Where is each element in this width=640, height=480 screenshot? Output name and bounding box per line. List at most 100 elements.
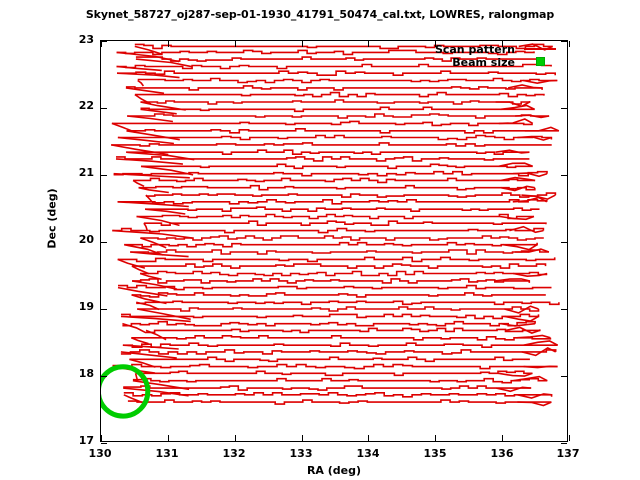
xtick-label-131: 131 xyxy=(155,447,179,460)
y-axis-tick xyxy=(561,175,567,176)
x-axis-tick xyxy=(368,41,370,47)
y-axis-title: Dec (deg) xyxy=(45,188,59,249)
x-axis-tick xyxy=(234,435,236,441)
scan-turnaround xyxy=(507,84,543,89)
scan-turnaround xyxy=(145,208,186,215)
scan-turnaround xyxy=(498,372,533,377)
scan-turnaround xyxy=(136,301,160,311)
ytick-label-19: 19 xyxy=(78,300,94,313)
scan-turnaround xyxy=(138,186,169,194)
scan-row xyxy=(111,120,533,127)
scan-row xyxy=(136,213,534,220)
x-axis-tick xyxy=(435,435,437,441)
scan-row xyxy=(116,156,530,162)
scan-turnaround xyxy=(512,172,548,178)
legend-swatch-beam-size xyxy=(536,57,545,66)
scan-turnaround xyxy=(512,196,548,203)
xtick-label-133: 133 xyxy=(289,447,313,460)
scan-row xyxy=(138,184,536,191)
scan-turnaround xyxy=(516,334,551,339)
scan-turnaround xyxy=(116,65,162,72)
x-axis-tick xyxy=(167,435,169,441)
scan-row xyxy=(132,278,531,284)
scan-row xyxy=(111,142,552,147)
scan-row xyxy=(137,306,540,312)
scan-turnaround xyxy=(517,401,552,407)
scan-row xyxy=(135,370,533,377)
y-axis-tick xyxy=(561,242,567,243)
scan-turnaround xyxy=(134,45,163,56)
scan-row xyxy=(124,241,538,248)
scan-turnaround xyxy=(495,149,530,154)
legend-swatch-scan-pattern xyxy=(524,48,556,50)
ytick-label-23: 23 xyxy=(78,33,94,46)
x-axis-tick xyxy=(435,41,437,47)
scan-row xyxy=(121,313,540,320)
scan-row xyxy=(116,63,552,70)
y-axis-tick xyxy=(101,309,107,310)
scan-turnaround xyxy=(505,326,541,334)
scan-turnaround xyxy=(499,215,535,221)
scan-row xyxy=(125,85,543,91)
scan-row xyxy=(134,91,545,98)
scan-row xyxy=(137,77,558,84)
x-axis-tick xyxy=(101,41,102,47)
scan-turnaround xyxy=(122,344,179,350)
xtick-label-137: 137 xyxy=(556,447,580,460)
scan-turnaround xyxy=(132,179,145,188)
scan-row xyxy=(118,284,552,291)
scan-row xyxy=(129,356,530,363)
scan-row xyxy=(145,206,540,212)
x-axis-tick xyxy=(301,435,303,441)
x-axis-tick xyxy=(569,41,570,47)
scan-row xyxy=(126,149,530,155)
y-axis-tick xyxy=(101,376,107,377)
xtick-label-130: 130 xyxy=(88,447,112,460)
scan-row xyxy=(133,177,536,184)
scan-row xyxy=(117,70,556,76)
plot-frame xyxy=(100,40,570,444)
scan-turnaround xyxy=(131,265,150,275)
scan-row xyxy=(145,192,557,198)
scan-row xyxy=(116,49,535,56)
scan-row xyxy=(117,199,548,205)
scan-turnaround xyxy=(523,79,558,85)
scan-turnaround xyxy=(517,393,552,399)
scan-row xyxy=(146,327,541,334)
scan-turnaround xyxy=(514,248,550,253)
scan-turnaround xyxy=(523,340,559,346)
scan-row xyxy=(126,128,559,134)
page-title: Skynet_58727_oj287-sep-01-1930_41791_504… xyxy=(85,8,555,21)
scan-turnaround xyxy=(112,229,193,239)
scan-turnaround xyxy=(524,126,560,132)
scan-turnaround xyxy=(120,315,191,323)
xtick-label-132: 132 xyxy=(222,447,246,460)
scan-turnaround xyxy=(117,286,168,297)
scan-turnaround xyxy=(122,322,147,334)
scan-turnaround xyxy=(521,346,557,357)
scan-turnaround xyxy=(130,251,189,258)
scan-turnaround xyxy=(140,108,177,115)
scan-turnaround xyxy=(517,135,552,141)
xtick-label-135: 135 xyxy=(423,447,447,460)
xtick-label-136: 136 xyxy=(490,447,514,460)
scan-turnaround xyxy=(143,222,148,231)
scan-turnaround xyxy=(117,136,174,145)
ytick-label-18: 18 xyxy=(78,367,94,380)
scan-row xyxy=(117,134,553,141)
scan-turnaround xyxy=(137,308,191,321)
scan-turnaround xyxy=(120,351,177,359)
scan-turnaround xyxy=(115,158,183,165)
ytick-label-20: 20 xyxy=(78,233,94,246)
y-axis-tick xyxy=(561,376,567,377)
x-axis-tick xyxy=(502,435,504,441)
x-axis-title: RA (deg) xyxy=(306,464,362,477)
scan-turnaround xyxy=(513,272,548,278)
scan-turnaround xyxy=(500,322,536,327)
y-axis-tick xyxy=(561,41,567,42)
scan-row xyxy=(127,113,550,119)
scan-row xyxy=(140,106,535,113)
scan-row xyxy=(117,256,556,263)
scan-turnaround xyxy=(496,386,531,393)
y-axis-tick xyxy=(561,108,567,109)
